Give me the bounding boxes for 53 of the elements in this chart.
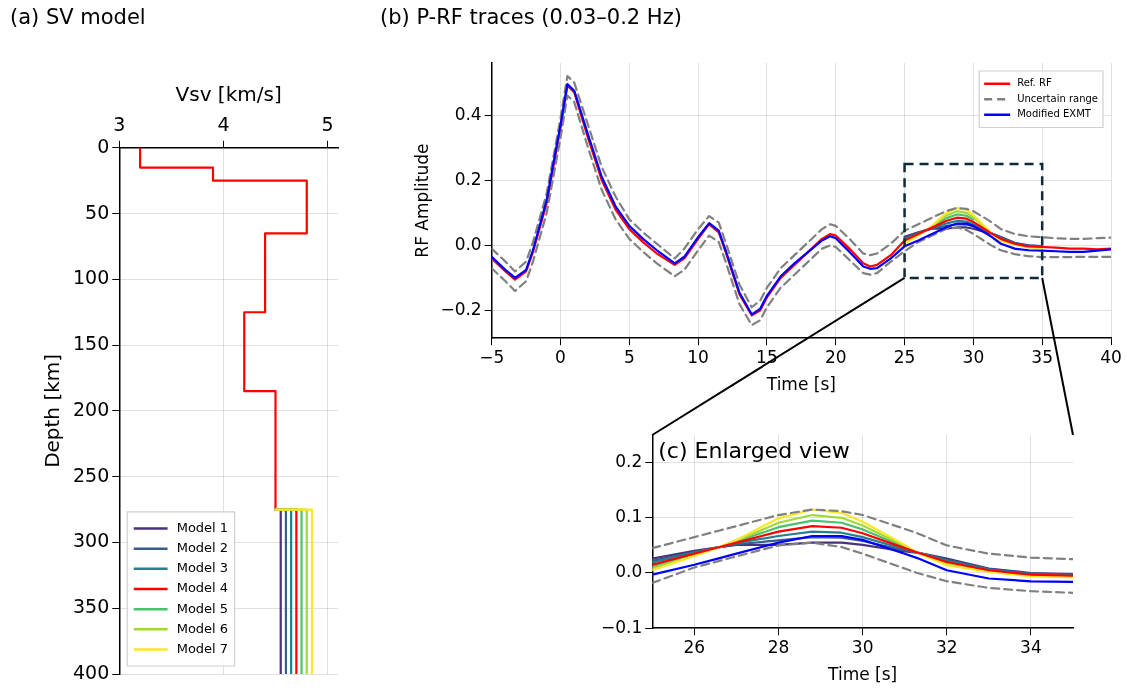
legend-label: Uncertain range bbox=[1017, 92, 1098, 104]
x-tick-label: 35 bbox=[1031, 346, 1054, 367]
x-tick-label: 20 bbox=[824, 346, 847, 367]
x-tick-label: 10 bbox=[687, 346, 709, 367]
x-tick-label: −5 bbox=[479, 346, 505, 367]
y-tick-label: 0 bbox=[97, 134, 110, 157]
legend-label: Ref. RF bbox=[1017, 77, 1052, 89]
legend-label: Modified EXMT bbox=[1017, 108, 1092, 120]
x-tick-label: 30 bbox=[962, 346, 985, 367]
legend-label: Model 5 bbox=[176, 600, 229, 616]
y-tick-label: 0.0 bbox=[454, 233, 482, 254]
x-axis-title: Vsv [km/s] bbox=[175, 82, 282, 107]
x-tick-label: 5 bbox=[321, 113, 334, 136]
y-tick-label: 350 bbox=[73, 595, 110, 618]
y-tick-label: 0.1 bbox=[615, 506, 643, 527]
x-tick-label: 34 bbox=[1020, 636, 1042, 657]
x-axis-title: Time [s] bbox=[827, 664, 898, 685]
y-tick-label: 250 bbox=[73, 463, 110, 486]
y-tick-label: 100 bbox=[73, 266, 110, 289]
y-tick-label: −0.1 bbox=[601, 616, 643, 637]
chart-title: (a) SV model bbox=[10, 4, 146, 29]
x-tick-label: 28 bbox=[767, 636, 790, 657]
x-tick-label: 30 bbox=[851, 636, 874, 657]
x-tick-label: 5 bbox=[623, 346, 635, 367]
y-tick-label: 150 bbox=[73, 332, 110, 355]
legend-label: Model 6 bbox=[176, 620, 229, 636]
y-tick-label: 0.0 bbox=[615, 561, 643, 582]
y-tick-label: 300 bbox=[73, 529, 110, 552]
x-tick-label: 25 bbox=[893, 346, 916, 367]
legend-label: Model 2 bbox=[176, 540, 229, 556]
x-tick-label: 15 bbox=[756, 346, 778, 367]
x-axis-title: Time [s] bbox=[765, 374, 836, 395]
y-tick-label: 0.2 bbox=[615, 451, 643, 472]
legend-label: Model 7 bbox=[176, 640, 229, 656]
y-tick-label: 400 bbox=[73, 660, 110, 683]
y-axis-title: RF Amplitude bbox=[411, 143, 432, 258]
x-tick-label: 26 bbox=[683, 636, 706, 657]
legend-label: Model 4 bbox=[176, 580, 229, 596]
legend-label: Model 3 bbox=[176, 560, 229, 576]
y-tick-label: 200 bbox=[73, 397, 110, 420]
y-tick-label: 50 bbox=[85, 200, 110, 223]
y-tick-label: 0.4 bbox=[454, 103, 482, 124]
x-tick-label: 32 bbox=[935, 636, 958, 657]
chart-title: (c) Enlarged view bbox=[658, 437, 850, 463]
x-tick-label: 40 bbox=[1100, 346, 1122, 367]
x-tick-label: 0 bbox=[555, 346, 566, 367]
legend-label: Model 1 bbox=[176, 519, 229, 535]
x-tick-label: 3 bbox=[113, 113, 126, 136]
y-tick-label: −0.2 bbox=[440, 298, 482, 319]
chart-title: (b) P-RF traces (0.03–0.2 Hz) bbox=[380, 4, 682, 29]
x-tick-label: 4 bbox=[217, 113, 230, 136]
y-axis-title: Depth [km] bbox=[40, 353, 65, 468]
y-tick-label: 0.2 bbox=[454, 168, 482, 189]
